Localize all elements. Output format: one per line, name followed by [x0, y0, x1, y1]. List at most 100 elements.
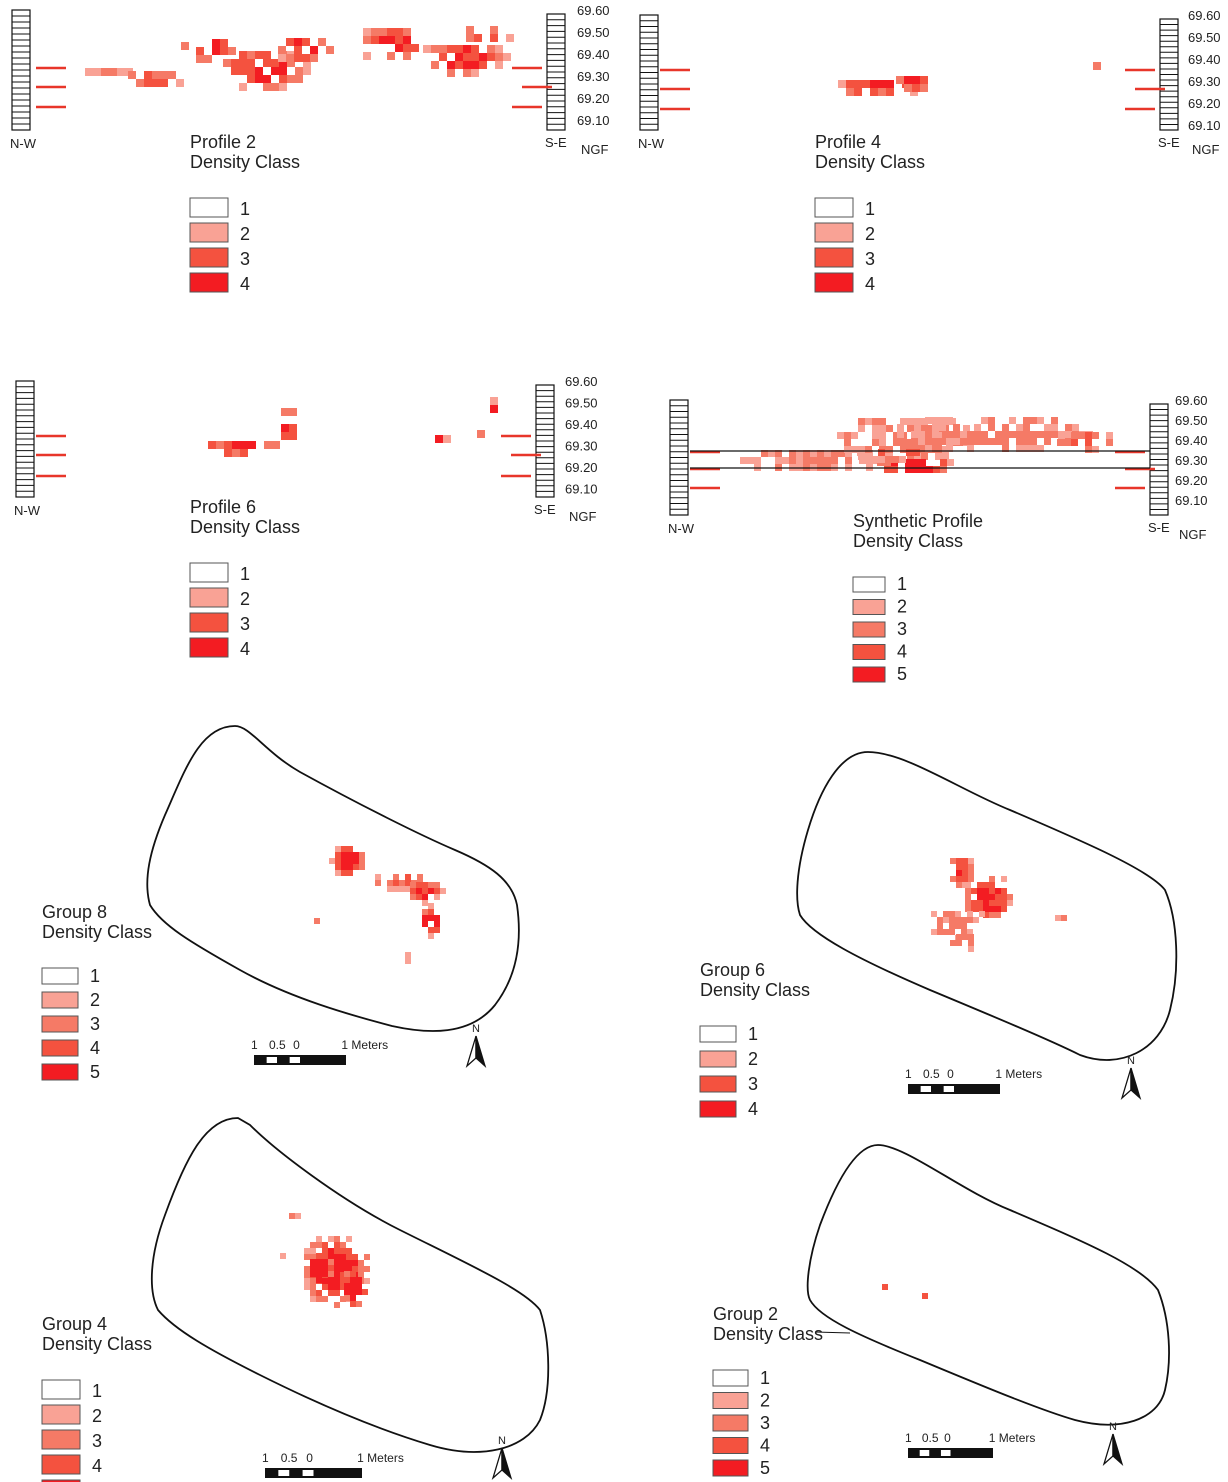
density-cell: [316, 1242, 322, 1248]
density-cell: [838, 80, 846, 88]
left-direction-label: N-W: [10, 136, 37, 151]
scale-label: 1: [905, 1067, 912, 1081]
left-elevation-ruler: [15, 380, 35, 498]
scale-label: 1: [262, 1451, 269, 1465]
density-cell: [302, 54, 310, 62]
density-cell: [845, 457, 852, 464]
density-cell: [128, 71, 136, 79]
density-cell: [1061, 915, 1067, 921]
density-cell: [403, 36, 411, 44]
density-cell: [950, 940, 956, 946]
density-cell: [925, 431, 932, 438]
density-cell: [428, 927, 434, 933]
density-cell: [387, 880, 393, 886]
density-cell: [286, 54, 294, 62]
profile-panel-profile2: N-W S-E NGF 69.60 69.50 69.40 69.30 69.20 69.10 P…: [10, 3, 610, 294]
density-cell: [912, 459, 919, 466]
density-cell: [447, 45, 455, 53]
density-cell: [279, 59, 287, 67]
right-direction-label: S-E: [1148, 520, 1170, 535]
right-elevation-ruler: [535, 384, 555, 498]
density-cell: [434, 921, 440, 927]
density-cell: [316, 1259, 322, 1265]
legend-swatch-4: [189, 272, 229, 293]
density-cell: [912, 84, 920, 92]
density-cell: [1023, 431, 1030, 438]
density-cell: [144, 71, 152, 79]
density-cell: [932, 431, 939, 438]
density-cell: [471, 53, 479, 61]
density-cell: [479, 53, 487, 61]
legend-subtitle: Density Class: [190, 517, 300, 537]
density-cell: [334, 1284, 340, 1290]
density-cell: [865, 446, 872, 453]
density-cell: [981, 417, 988, 424]
density-cell: [943, 929, 949, 935]
scale-bar: 1 0.5 0 1 Meters: [905, 1431, 1035, 1458]
density-cell: [968, 940, 974, 946]
density-cell: [387, 28, 395, 36]
density-cell: [1023, 438, 1030, 445]
legend-swatch-1: [189, 562, 229, 583]
density-cell: [359, 858, 365, 864]
density-cell: [1001, 906, 1007, 912]
density-cell: [322, 1278, 328, 1284]
density-cell: [905, 459, 912, 466]
density-cell: [264, 441, 272, 449]
density-cell: [358, 1260, 364, 1266]
density-cell: [350, 1301, 356, 1307]
density-cell: [949, 911, 955, 917]
legend-swatch-3: [712, 1414, 749, 1432]
density-cell: [335, 852, 341, 858]
legend-class-label: 4: [748, 1099, 758, 1119]
elevation-label: 69.20: [577, 91, 610, 106]
density-cell: [346, 1260, 352, 1266]
density-cell: [1030, 438, 1037, 445]
density-cell: [872, 439, 879, 446]
density-cell: [279, 67, 287, 75]
density-cell: [1085, 439, 1092, 446]
density-cell: [953, 424, 960, 431]
density-cell: [956, 876, 962, 882]
density-cell: [1001, 900, 1007, 906]
density-cell: [85, 68, 93, 76]
density-cell: [310, 1248, 316, 1254]
density-cell: [322, 1265, 328, 1271]
elevation-label: 69.10: [577, 113, 610, 128]
density-cell: [956, 858, 962, 864]
density-cell: [322, 1248, 328, 1254]
density-cell: [935, 453, 942, 460]
legend-class-label: 5: [760, 1458, 770, 1478]
density-cell: [463, 69, 471, 77]
density-cell: [466, 34, 474, 42]
density-cell: [176, 79, 184, 87]
density-cell: [281, 408, 289, 416]
scale-label: 1 Meters: [989, 1431, 1036, 1445]
density-cell: [322, 1259, 328, 1265]
density-cell: [428, 933, 434, 939]
density-cell: [359, 864, 365, 870]
density-cell: [893, 439, 900, 446]
density-cell: [955, 911, 961, 917]
density-cell: [897, 424, 904, 431]
elevation-unit-label: NGF: [581, 142, 609, 157]
density-cell: [278, 54, 286, 62]
density-cell: [937, 929, 943, 935]
density-cell: [1007, 894, 1013, 900]
density-cell: [907, 453, 914, 460]
density-cell: [965, 888, 971, 894]
density-cell: [347, 858, 353, 864]
density-cell: [316, 1271, 322, 1277]
scale-label: 0: [306, 1451, 313, 1465]
density-cell: [817, 450, 824, 457]
scale-bar-segment: [940, 1450, 951, 1456]
density-cell: [334, 1254, 340, 1260]
density-cell: [387, 886, 393, 892]
density-cell: [356, 1301, 362, 1307]
density-cell: [967, 445, 974, 452]
density-cell: [918, 438, 925, 445]
profile-panel-profile6: N-W S-E NGF 69.60 69.50 69.40 69.30 69.20 69.10 P…: [14, 374, 598, 659]
